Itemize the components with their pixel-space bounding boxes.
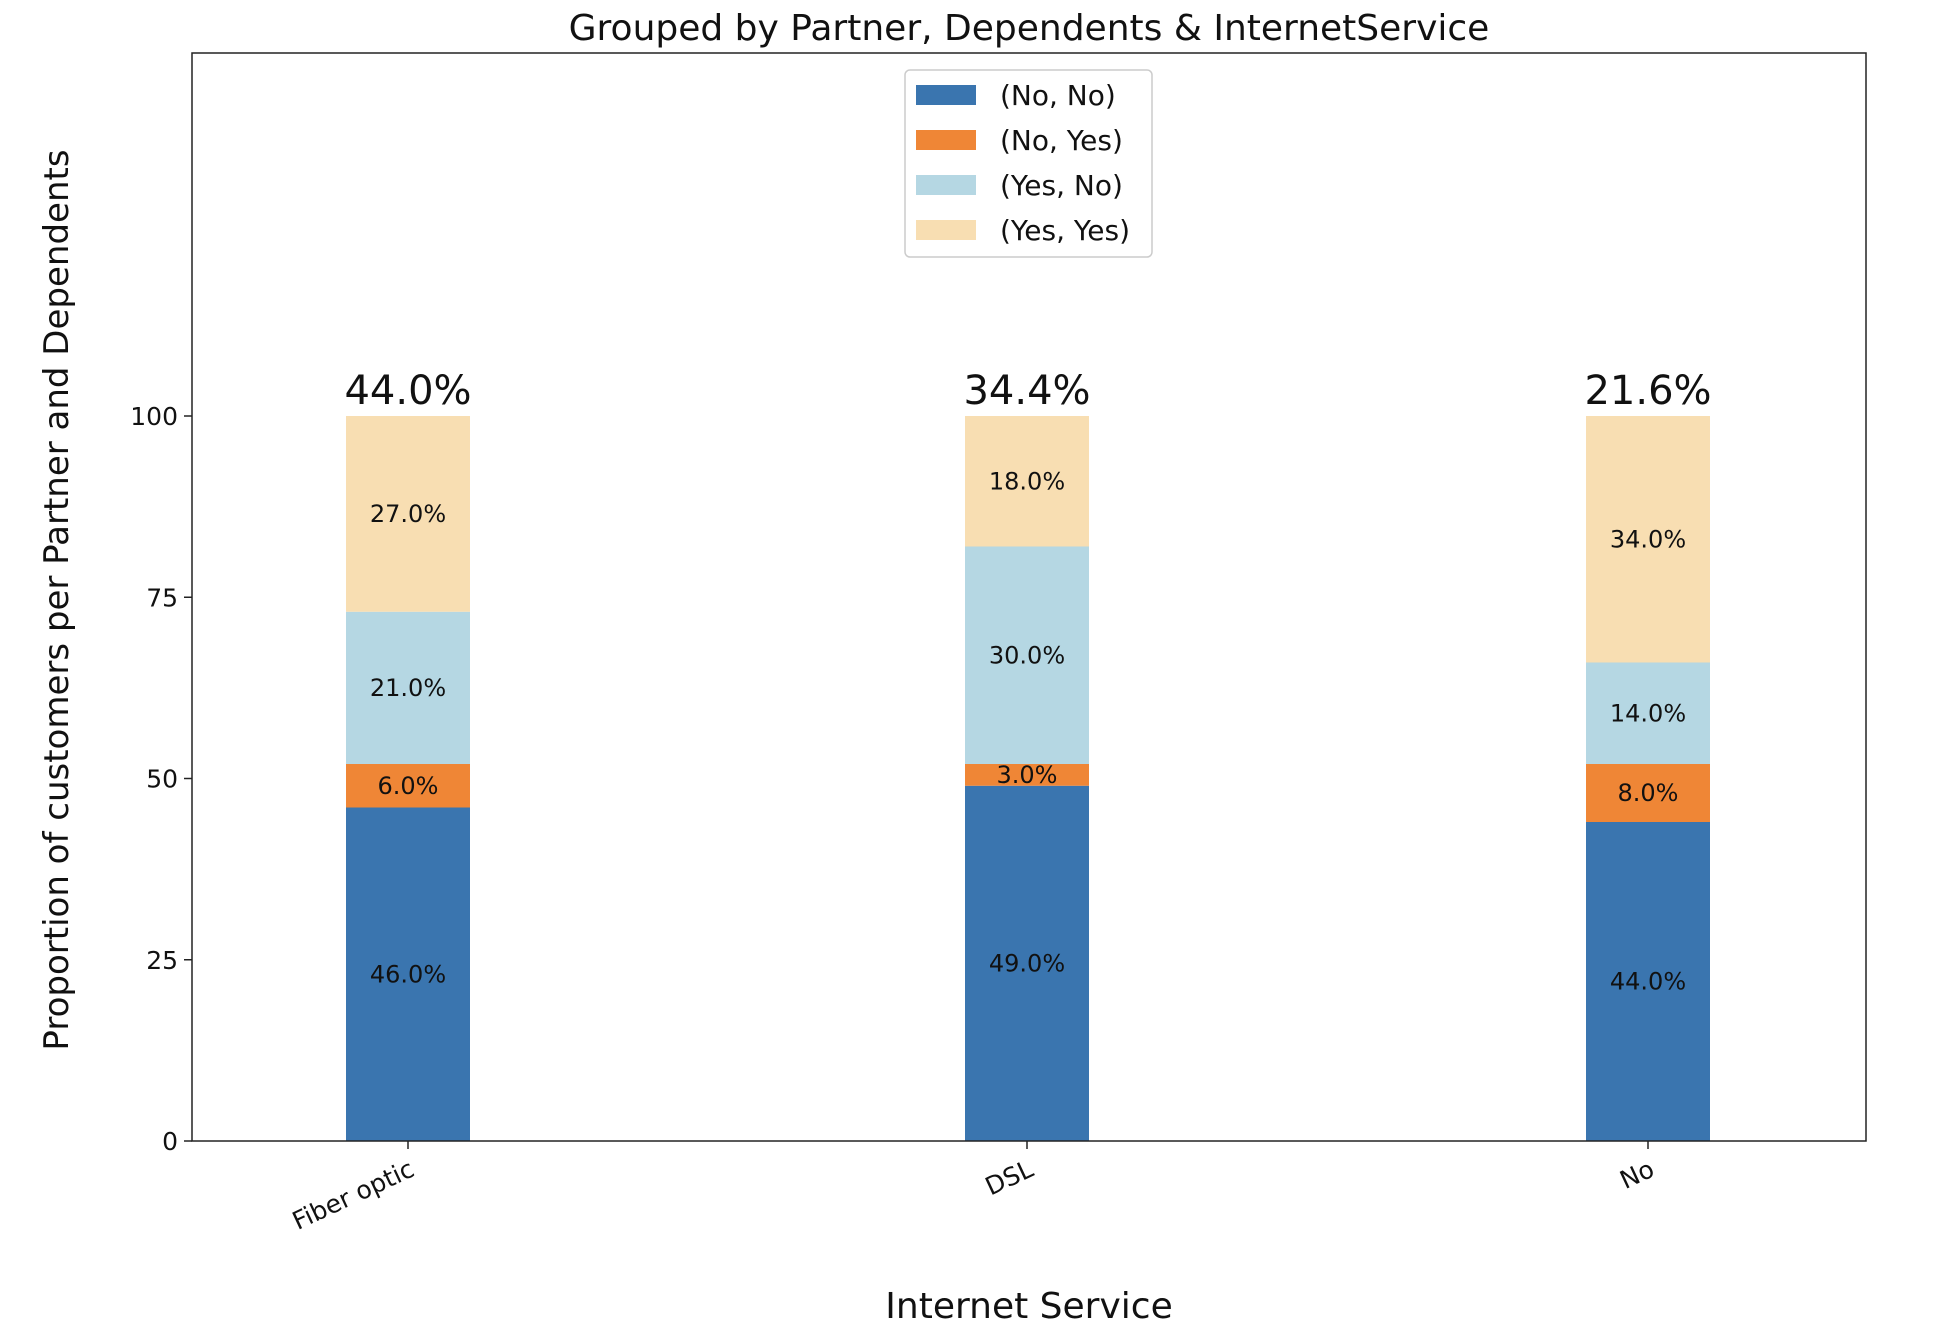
- x-tick-label: DSL: [981, 1154, 1038, 1201]
- segment-label: 21.0%: [370, 674, 446, 702]
- segment-label: 46.0%: [370, 960, 446, 988]
- legend-label: (No, No): [1000, 79, 1116, 112]
- legend-swatch: [916, 175, 976, 195]
- segment-label: 44.0%: [1610, 968, 1686, 996]
- legend: (No, No) (No, Yes) (Yes, No) (Yes, Yes): [904, 69, 1153, 258]
- bar-segment: [346, 611, 470, 764]
- y-tick-label: 50: [146, 765, 178, 794]
- segment-label: 34.0%: [1610, 525, 1686, 553]
- y-tick-label: 0: [162, 1127, 178, 1156]
- bar-segment: [346, 764, 470, 808]
- legend-label: (No, Yes): [1000, 124, 1123, 157]
- bar-segment: [965, 785, 1089, 1141]
- y-axis-label: Proportion of customers per Partner and …: [37, 149, 77, 1050]
- legend-swatch: [916, 130, 976, 150]
- bar-segment: [346, 807, 470, 1141]
- total-label: 21.6%: [1584, 368, 1711, 414]
- chart-title: Grouped by Partner, Dependents & Interne…: [569, 8, 1490, 49]
- x-axis-label: Internet Service: [885, 1286, 1172, 1327]
- x-tick-label: No: [1615, 1154, 1658, 1195]
- segment-label: 18.0%: [989, 467, 1065, 495]
- segment-label: 3.0%: [997, 761, 1058, 789]
- bar-segment: [1586, 662, 1710, 764]
- total-label: 34.4%: [963, 368, 1090, 414]
- segment-label: 27.0%: [370, 500, 446, 528]
- x-tick-label: Fiber optic: [288, 1154, 419, 1235]
- y-tick-label: 25: [146, 946, 178, 975]
- segment-label: 49.0%: [989, 949, 1065, 977]
- legend-swatch: [916, 220, 976, 240]
- bar-segment: [346, 416, 470, 612]
- segment-label: 6.0%: [378, 772, 439, 800]
- bar-segment: [965, 416, 1089, 547]
- total-label: 44.0%: [344, 368, 471, 414]
- legend-swatch: [916, 85, 976, 105]
- bar-segment: [965, 546, 1089, 764]
- segment-label: 14.0%: [1610, 699, 1686, 727]
- bar-segment: [1586, 416, 1710, 663]
- y-tick-label: 100: [130, 402, 178, 431]
- bar-segment: [1586, 764, 1710, 822]
- legend-label: (Yes, No): [1000, 169, 1123, 202]
- segment-label: 30.0%: [989, 641, 1065, 669]
- legend-box: [904, 69, 1153, 258]
- segment-label: 8.0%: [1618, 779, 1679, 807]
- bar-segment: [965, 764, 1089, 786]
- legend-label: (Yes, Yes): [1000, 214, 1130, 247]
- y-tick-label: 75: [146, 583, 178, 612]
- bar-segment: [1586, 822, 1710, 1141]
